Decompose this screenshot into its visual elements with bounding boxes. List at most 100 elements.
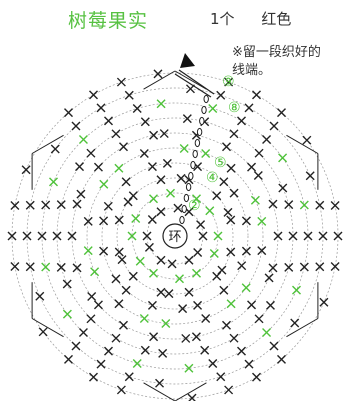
yarn-tail-line: [174, 73, 212, 98]
single-crochet-mark: [104, 346, 113, 356]
single-crochet-mark: [124, 372, 134, 382]
outline-segment: [143, 382, 176, 401]
single-crochet-mark: [103, 201, 113, 211]
single-crochet-mark: [139, 313, 149, 323]
outline-segment: [143, 70, 176, 90]
single-crochet-mark: [241, 246, 251, 256]
single-crochet-mark: [83, 216, 93, 226]
single-crochet-mark: [303, 231, 313, 241]
single-crochet-mark: [75, 162, 85, 172]
single-crochet-mark: [149, 194, 158, 204]
quantity-label: 1个: [210, 10, 235, 28]
single-crochet-mark: [318, 231, 328, 241]
single-crochet-mark: [252, 372, 261, 382]
single-crochet-mark: [237, 261, 247, 271]
single-crochet-mark: [192, 194, 201, 204]
single-crochet-mark: [268, 263, 278, 273]
single-crochet-mark: [265, 300, 275, 310]
single-crochet-mark: [224, 385, 234, 395]
single-crochet-mark: [178, 304, 188, 314]
start-arrow-icon: [180, 53, 195, 68]
single-crochet-mark: [209, 248, 219, 258]
single-crochet-mark: [41, 200, 51, 210]
single-crochet-mark: [123, 197, 133, 207]
single-crochet-mark: [156, 255, 166, 265]
single-crochet-mark: [10, 262, 20, 272]
single-crochet-mark: [184, 287, 194, 297]
round-marker-label: ⑨: [222, 74, 235, 90]
single-crochet-mark: [241, 283, 251, 293]
single-crochet-mark: [90, 267, 100, 277]
single-crochet-mark: [166, 188, 176, 198]
single-crochet-mark: [292, 285, 301, 295]
single-crochet-mark: [156, 287, 166, 297]
single-crochet-mark: [96, 359, 106, 369]
single-crochet-mark: [63, 354, 73, 364]
single-crochet-mark: [216, 90, 226, 100]
single-crochet-mark: [128, 191, 138, 201]
single-crochet-mark: [25, 200, 35, 210]
single-crochet-mark: [273, 231, 283, 241]
single-crochet-mark: [201, 149, 211, 159]
chain-stitches: [179, 94, 209, 225]
single-crochet-mark: [254, 148, 264, 158]
single-crochet-mark: [208, 359, 218, 369]
single-crochet-mark: [330, 200, 340, 210]
single-crochet-mark: [37, 231, 47, 241]
single-crochet-mark: [87, 292, 97, 302]
single-crochet-mark: [116, 77, 126, 87]
single-crochet-mark: [257, 216, 267, 226]
single-crochet-mark: [35, 291, 45, 301]
single-crochet-mark: [229, 188, 239, 198]
round-marker-label: ⑧: [228, 100, 241, 116]
round-marker-label: ②: [188, 198, 201, 214]
single-crochet-mark: [121, 177, 131, 187]
single-crochet-mark: [49, 177, 58, 187]
single-crochet-mark: [83, 246, 93, 256]
single-crochet-mark: [237, 346, 246, 356]
single-crochet-mark: [111, 129, 121, 139]
single-crochet-mark: [78, 327, 88, 337]
single-crochet-mark: [196, 220, 206, 230]
single-crochet-mark: [155, 378, 165, 388]
single-crochet-mark: [71, 341, 81, 351]
center-ring-label: 环: [168, 230, 181, 245]
yarn-tail-line: [178, 69, 215, 95]
single-crochet-mark: [132, 359, 142, 369]
single-crochet-mark: [72, 199, 82, 209]
single-crochet-mark: [147, 215, 157, 225]
single-crochet-mark: [277, 354, 287, 364]
single-crochet-mark: [269, 341, 279, 351]
single-crochet-mark: [184, 255, 194, 265]
chain-stitch-mark: [179, 215, 185, 225]
single-crochet-mark: [212, 191, 222, 201]
color-label: 红色: [261, 10, 292, 28]
single-crochet-mark: [229, 333, 239, 343]
single-crochet-mark: [131, 214, 141, 224]
single-crochet-mark: [262, 327, 272, 337]
single-crochet-mark: [139, 149, 149, 159]
single-crochet-mark: [226, 215, 236, 225]
single-crochet-mark: [147, 300, 157, 310]
single-crochet-mark: [89, 372, 98, 382]
guide-ring: [101, 162, 249, 310]
single-crochet-mark: [62, 309, 72, 319]
stitch-marks: [7, 69, 343, 401]
single-crochet-mark: [119, 320, 128, 330]
single-crochet-mark: [244, 359, 254, 369]
single-crochet-mark: [124, 90, 134, 100]
single-crochet-mark: [264, 273, 274, 283]
chain-stitch-mark: [196, 127, 203, 137]
single-crochet-mark: [149, 130, 159, 140]
single-crochet-mark: [284, 200, 294, 210]
single-crochet-mark: [299, 200, 309, 210]
single-crochet-mark: [193, 247, 203, 257]
single-crochet-mark: [117, 255, 127, 265]
single-crochet-mark: [56, 262, 66, 272]
single-crochet-mark: [244, 103, 254, 113]
yarn-end-note: ※留一段织好的 线端。: [232, 44, 321, 80]
single-crochet-mark: [127, 231, 137, 241]
single-crochet-mark: [247, 162, 257, 172]
round-number-labels: ②④⑤ ⑧ ⑨: [188, 74, 241, 214]
chain-stitch-mark: [194, 138, 201, 148]
